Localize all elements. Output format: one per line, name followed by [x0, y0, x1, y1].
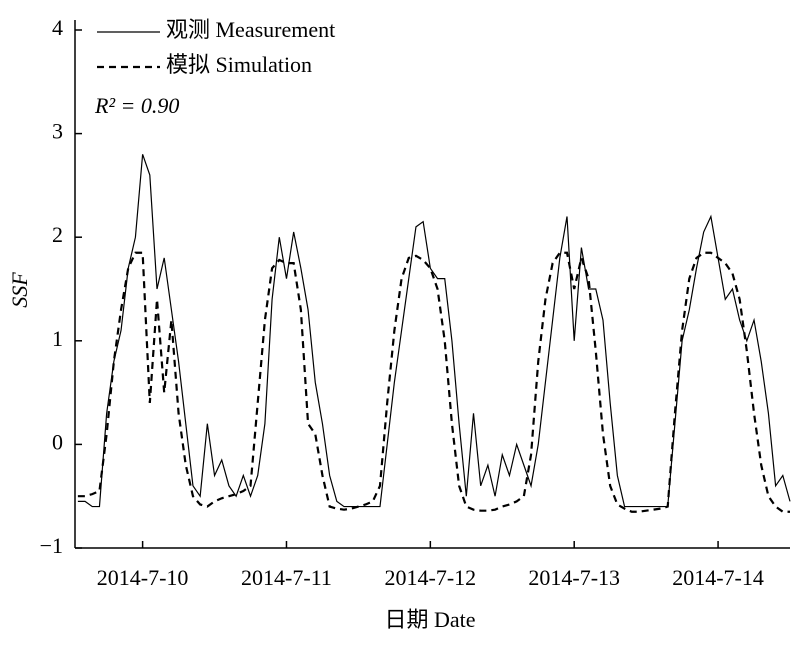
x-tick-label: 2014-7-11 [241, 565, 332, 590]
x-axis-label: 日期 Date [384, 607, 475, 632]
legend-label: 观测 Measurement [166, 17, 335, 42]
series-line [77, 154, 791, 508]
y-tick-label: 1 [52, 326, 63, 351]
x-tick-label: 2014-7-14 [672, 565, 764, 590]
y-tick-label: 2 [52, 222, 63, 247]
x-tick-label: 2014-7-10 [97, 565, 189, 590]
y-tick-label: −1 [40, 533, 63, 558]
y-tick-label: 0 [52, 429, 63, 454]
y-axis-label: SSF [7, 272, 32, 308]
x-tick-label: 2014-7-12 [385, 565, 477, 590]
y-tick-label: 3 [52, 119, 63, 144]
annotation: R² = 0.90 [94, 93, 179, 118]
y-tick-label: 4 [52, 15, 63, 40]
legend-label: 模拟 Simulation [166, 52, 312, 77]
x-tick-label: 2014-7-13 [528, 565, 620, 590]
series-line [77, 251, 790, 513]
